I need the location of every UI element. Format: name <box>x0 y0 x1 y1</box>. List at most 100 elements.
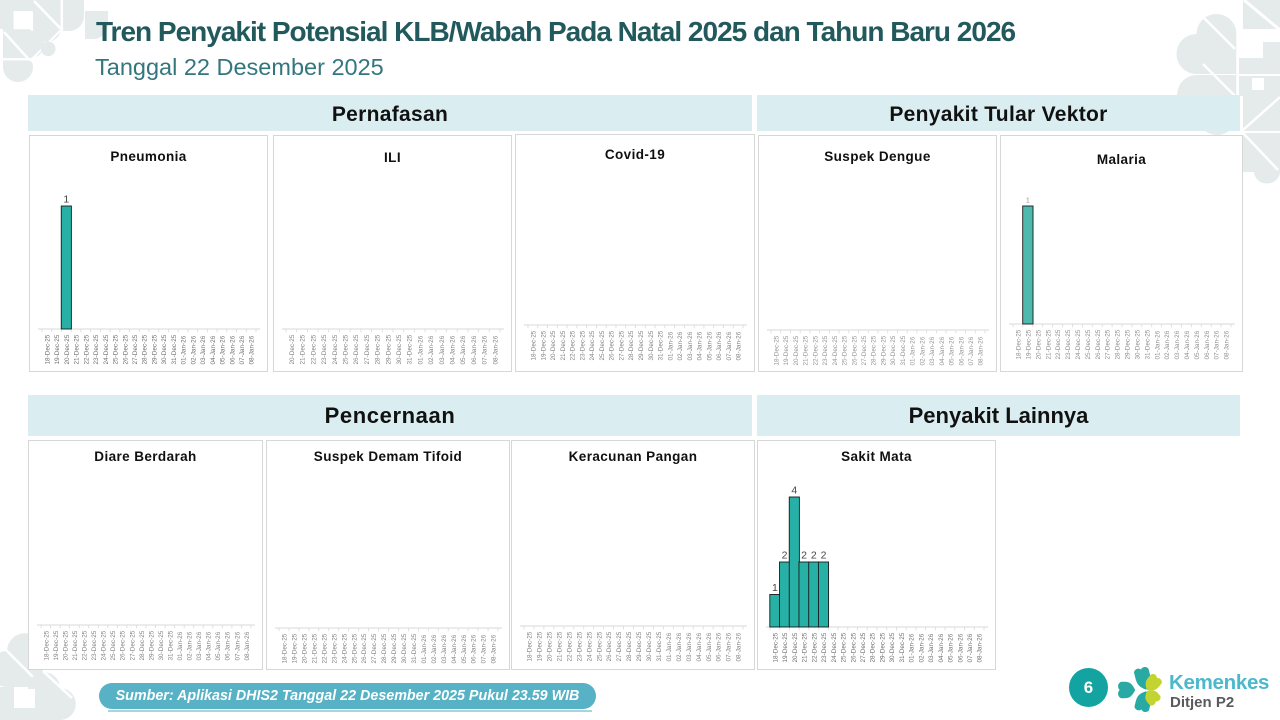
svg-text:01-Jan-26: 01-Jan-26 <box>1154 330 1161 359</box>
svg-text:20-Dec-25: 20-Dec-25 <box>62 630 69 660</box>
svg-text:04-Jan-26: 04-Jan-26 <box>451 634 458 663</box>
svg-text:25-Dec-25: 25-Dec-25 <box>1085 329 1092 359</box>
svg-text:21-Dec-25: 21-Dec-25 <box>74 334 81 364</box>
svg-text:03-Jan-26: 03-Jan-26 <box>687 331 694 360</box>
svg-text:24-Dec-25: 24-Dec-25 <box>1075 329 1082 359</box>
svg-text:28-Dec-25: 28-Dec-25 <box>870 632 877 662</box>
svg-text:02-Jan-26: 02-Jan-26 <box>187 631 194 660</box>
svg-text:31-Dec-25: 31-Dec-25 <box>167 630 174 660</box>
svg-text:27-Dec-25: 27-Dec-25 <box>1105 329 1112 359</box>
svg-text:28-Dec-25: 28-Dec-25 <box>375 334 382 364</box>
svg-text:05-Jan-26: 05-Jan-26 <box>949 336 956 365</box>
svg-text:25-Dec-25: 25-Dec-25 <box>596 631 603 661</box>
svg-text:29-Dec-25: 29-Dec-25 <box>1125 329 1132 359</box>
svg-text:23-Dec-25: 23-Dec-25 <box>93 334 100 364</box>
svg-text:29-Dec-25: 29-Dec-25 <box>151 334 158 364</box>
svg-text:06-Jan-26: 06-Jan-26 <box>716 632 723 661</box>
svg-text:23-Dec-25: 23-Dec-25 <box>321 334 328 364</box>
svg-text:23-Dec-25: 23-Dec-25 <box>1065 329 1072 359</box>
svg-text:27-Dec-25: 27-Dec-25 <box>860 632 867 662</box>
svg-text:28-Dec-25: 28-Dec-25 <box>142 334 149 364</box>
svg-text:26-Dec-25: 26-Dec-25 <box>609 330 616 360</box>
svg-text:20-Dec-25: 20-Dec-25 <box>792 632 799 662</box>
svg-text:31-Dec-25: 31-Dec-25 <box>658 330 665 360</box>
svg-text:29-Dec-25: 29-Dec-25 <box>879 632 886 662</box>
svg-text:28-Dec-25: 28-Dec-25 <box>871 335 878 365</box>
svg-text:2: 2 <box>821 550 827 562</box>
svg-text:19-Dec-25: 19-Dec-25 <box>292 633 299 663</box>
svg-text:20-Dec-25: 20-Dec-25 <box>289 334 296 364</box>
svg-text:28-Dec-25: 28-Dec-25 <box>1115 329 1122 359</box>
svg-text:19-Dec-25: 19-Dec-25 <box>537 631 544 661</box>
svg-text:21-Dec-25: 21-Dec-25 <box>1045 329 1052 359</box>
svg-text:30-Dec-25: 30-Dec-25 <box>161 334 168 364</box>
svg-text:31-Dec-25: 31-Dec-25 <box>900 335 907 365</box>
svg-text:04-Jan-26: 04-Jan-26 <box>210 335 217 364</box>
svg-text:31-Dec-25: 31-Dec-25 <box>411 633 418 663</box>
svg-text:29-Dec-25: 29-Dec-25 <box>636 631 643 661</box>
svg-text:19-Dec-25: 19-Dec-25 <box>53 630 60 660</box>
svg-text:20-Dec-25: 20-Dec-25 <box>301 633 308 663</box>
svg-text:22-Dec-25: 22-Dec-25 <box>83 334 90 364</box>
svg-text:01-Jan-26: 01-Jan-26 <box>666 632 673 661</box>
svg-text:2: 2 <box>801 550 807 562</box>
svg-text:27-Dec-25: 27-Dec-25 <box>618 330 625 360</box>
svg-text:05-Jan-26: 05-Jan-26 <box>1194 330 1201 359</box>
svg-text:19-Dec-25: 19-Dec-25 <box>782 632 789 662</box>
svg-text:30-Dec-25: 30-Dec-25 <box>1134 329 1141 359</box>
svg-text:18-Dec-25: 18-Dec-25 <box>773 335 780 365</box>
svg-text:20-Dec-25: 20-Dec-25 <box>793 335 800 365</box>
svg-text:27-Dec-25: 27-Dec-25 <box>371 633 378 663</box>
svg-text:01-Jan-26: 01-Jan-26 <box>909 633 916 662</box>
svg-text:02-Jan-26: 02-Jan-26 <box>918 633 925 662</box>
svg-text:06-Jan-26: 06-Jan-26 <box>958 336 965 365</box>
svg-text:18-Dec-25: 18-Dec-25 <box>772 632 779 662</box>
svg-text:31-Dec-25: 31-Dec-25 <box>656 631 663 661</box>
svg-text:01-Jan-26: 01-Jan-26 <box>177 631 184 660</box>
svg-text:28-Dec-25: 28-Dec-25 <box>381 633 388 663</box>
svg-text:21-Dec-25: 21-Dec-25 <box>311 633 318 663</box>
svg-text:19-Dec-25: 19-Dec-25 <box>1025 329 1032 359</box>
svg-text:05-Jan-26: 05-Jan-26 <box>220 335 227 364</box>
svg-text:26-Dec-25: 26-Dec-25 <box>1095 329 1102 359</box>
svg-text:03-Jan-26: 03-Jan-26 <box>686 632 693 661</box>
svg-text:04-Jan-26: 04-Jan-26 <box>938 633 945 662</box>
svg-text:04-Jan-26: 04-Jan-26 <box>939 336 946 365</box>
svg-text:07-Jan-26: 07-Jan-26 <box>968 336 975 365</box>
svg-text:26-Dec-25: 26-Dec-25 <box>120 630 127 660</box>
svg-text:01-Jan-26: 01-Jan-26 <box>667 331 674 360</box>
svg-text:27-Dec-25: 27-Dec-25 <box>861 335 868 365</box>
svg-text:08-Jan-26: 08-Jan-26 <box>244 631 251 660</box>
svg-text:01-Jan-26: 01-Jan-26 <box>417 335 424 364</box>
svg-text:07-Jan-26: 07-Jan-26 <box>1214 330 1221 359</box>
svg-text:06-Jan-26: 06-Jan-26 <box>716 331 723 360</box>
svg-text:01-Jan-26: 01-Jan-26 <box>910 336 917 365</box>
svg-text:03-Jan-26: 03-Jan-26 <box>439 335 446 364</box>
svg-text:22-Dec-25: 22-Dec-25 <box>570 330 577 360</box>
svg-text:26-Dec-25: 26-Dec-25 <box>353 334 360 364</box>
svg-text:04-Jan-26: 04-Jan-26 <box>449 335 456 364</box>
svg-text:07-Jan-26: 07-Jan-26 <box>482 335 489 364</box>
svg-text:08-Jan-26: 08-Jan-26 <box>736 632 743 661</box>
svg-text:03-Jan-26: 03-Jan-26 <box>441 634 448 663</box>
svg-text:28-Dec-25: 28-Dec-25 <box>139 630 146 660</box>
svg-text:31-Dec-25: 31-Dec-25 <box>407 334 414 364</box>
svg-text:22-Dec-25: 22-Dec-25 <box>812 335 819 365</box>
svg-text:23-Dec-25: 23-Dec-25 <box>576 631 583 661</box>
svg-text:27-Dec-25: 27-Dec-25 <box>129 630 136 660</box>
svg-text:26-Dec-25: 26-Dec-25 <box>606 631 613 661</box>
svg-text:19-Dec-25: 19-Dec-25 <box>540 330 547 360</box>
svg-text:22-Dec-25: 22-Dec-25 <box>310 334 317 364</box>
svg-text:26-Dec-25: 26-Dec-25 <box>122 334 129 364</box>
svg-text:08-Jan-26: 08-Jan-26 <box>249 335 256 364</box>
svg-text:08-Jan-26: 08-Jan-26 <box>1224 330 1231 359</box>
svg-text:05-Jan-26: 05-Jan-26 <box>460 335 467 364</box>
svg-text:24-Dec-25: 24-Dec-25 <box>103 334 110 364</box>
svg-text:01-Jan-26: 01-Jan-26 <box>181 335 188 364</box>
svg-text:01-Jan-26: 01-Jan-26 <box>421 634 428 663</box>
svg-text:24-Dec-25: 24-Dec-25 <box>341 633 348 663</box>
svg-text:30-Dec-25: 30-Dec-25 <box>890 335 897 365</box>
svg-text:25-Dec-25: 25-Dec-25 <box>110 630 117 660</box>
svg-text:07-Jan-26: 07-Jan-26 <box>726 331 733 360</box>
svg-text:05-Jan-26: 05-Jan-26 <box>706 632 713 661</box>
